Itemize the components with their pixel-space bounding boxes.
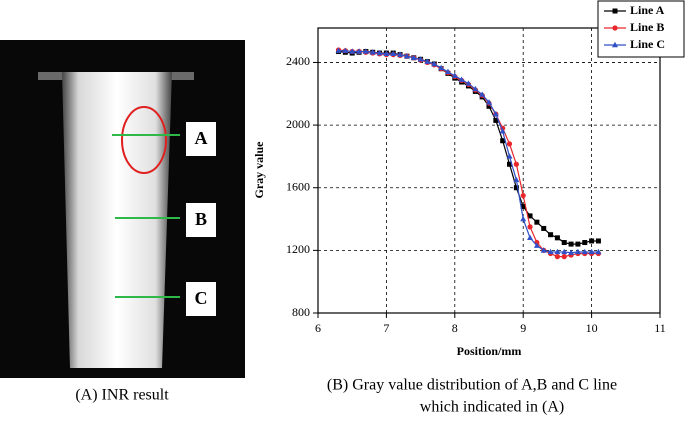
data-point [527,213,533,219]
y-tick-label: 2400 [286,54,310,68]
image-caption: (A) INR result [75,387,169,404]
data-point [581,248,588,255]
series-line [338,50,599,245]
legend-box [597,0,685,58]
data-point [541,225,547,231]
data-point [554,235,560,241]
data-point [575,241,581,247]
data-point [582,240,588,246]
data-point [493,117,499,123]
data-point [568,249,575,255]
data-point [588,248,595,255]
y-axis-label: Gray value [252,141,266,199]
data-point [589,238,595,244]
data-point [458,76,465,82]
data-point [554,248,561,255]
data-point [520,204,526,210]
legend-label: Line A [630,3,665,17]
image-label: A [195,128,208,148]
data-point [506,153,513,159]
data-point [486,103,492,109]
data-point [335,47,342,53]
x-tick-label: 8 [452,321,458,335]
data-point [342,47,349,53]
data-point [612,8,618,14]
data-point [507,161,513,167]
plot-frame [317,27,661,314]
data-point [520,215,527,222]
image-label: C [195,288,208,308]
data-point [479,91,486,97]
data-point [486,99,492,105]
data-point [397,51,404,57]
data-point [527,224,533,230]
x-tick-label: 11 [654,321,666,335]
data-point [424,58,431,64]
legend-label: Line C [630,37,665,51]
data-point [574,248,581,255]
data-point [527,234,534,241]
y-tick-label: 800 [292,305,310,319]
data-point [438,64,445,71]
data-point [506,141,513,147]
y-tick-label: 2000 [286,117,310,131]
data-point [540,247,547,253]
data-point [492,110,499,117]
data-point [554,254,561,260]
data-point [403,52,410,59]
legend-label: Line B [630,20,664,34]
data-point [612,41,618,48]
data-point [533,242,540,248]
data-point [568,241,574,247]
data-point [548,232,554,238]
data-point [500,138,506,144]
x-tick-label: 6 [315,321,321,335]
image-label: B [195,209,207,229]
data-point [561,248,568,255]
data-point [499,128,506,134]
data-point [465,80,472,86]
data-point [472,85,479,92]
data-point [444,68,451,75]
data-point [595,238,601,244]
data-point [417,56,424,62]
inr-image [0,40,245,378]
chart-caption: which indicated in (A) [420,399,564,416]
x-tick-label: 10 [586,321,598,335]
data-point [362,48,369,54]
data-point [561,240,567,246]
x-tick-label: 9 [520,321,526,335]
data-point [356,48,363,54]
data-point [513,185,519,191]
data-point [349,48,356,54]
data-point [410,54,417,60]
data-point [513,161,519,167]
y-tick-label: 1200 [286,242,310,256]
data-point [534,219,540,225]
x-axis-label: Position/mm [457,344,522,358]
data-point [561,254,567,260]
chart-caption: (B) Gray value distribution of A,B and C… [327,377,617,394]
data-point [595,248,602,255]
data-point [431,60,438,67]
y-tick-label: 1600 [286,179,310,193]
data-point [383,50,390,57]
data-point [369,49,376,55]
data-point [376,49,383,56]
data-point [390,50,397,57]
data-point [547,248,554,255]
data-point [612,25,618,31]
x-tick-label: 7 [383,321,389,335]
data-point [513,176,520,183]
data-point [451,72,458,78]
data-point [520,192,526,199]
